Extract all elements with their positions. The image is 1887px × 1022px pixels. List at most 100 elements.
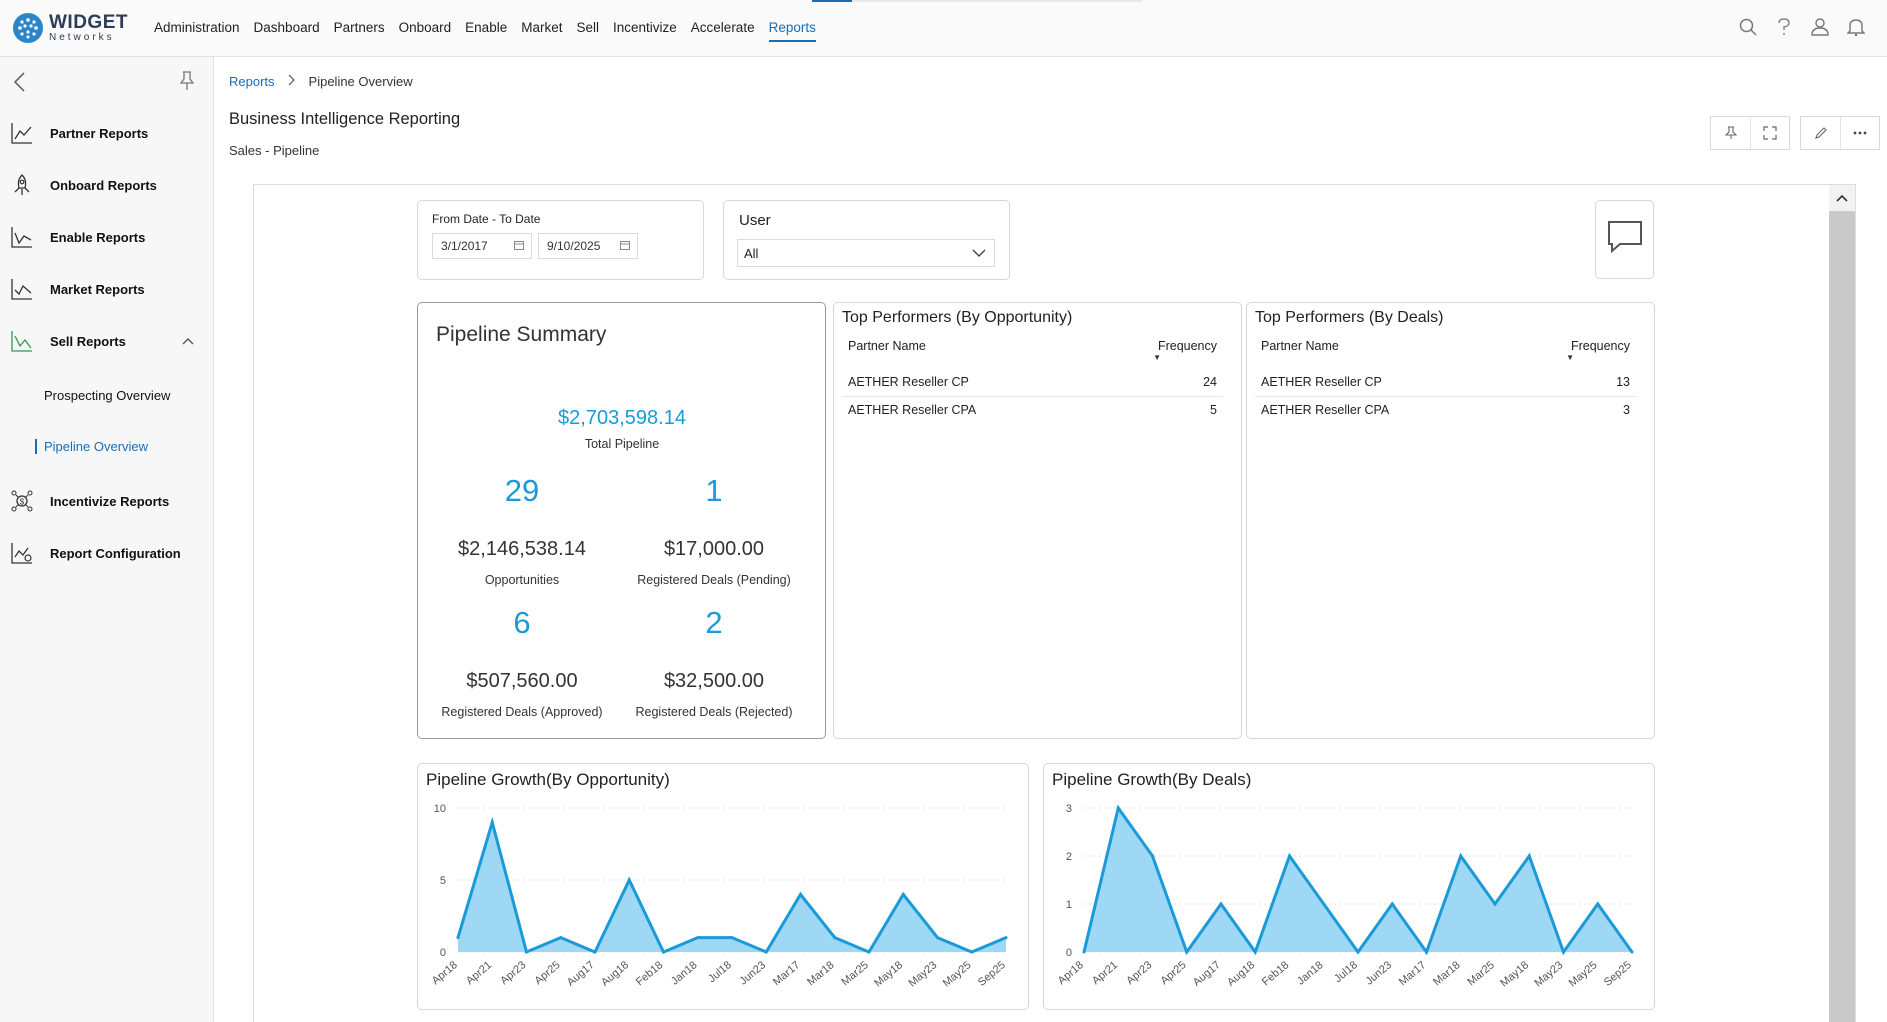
nav-dashboard[interactable]: Dashboard bbox=[253, 20, 320, 35]
breadcrumb-reports-link[interactable]: Reports bbox=[229, 73, 275, 89]
data-point bbox=[1082, 950, 1086, 954]
x-tick-label: Apr21 bbox=[1090, 959, 1120, 987]
column-header-partner-name[interactable]: Partner Name bbox=[1261, 339, 1339, 353]
nav-partners[interactable]: Partners bbox=[333, 20, 385, 35]
fullscreen-icon[interactable] bbox=[1750, 117, 1789, 149]
column-header-partner-name[interactable]: Partner Name bbox=[848, 339, 926, 353]
sidebar-item-partner-reports[interactable]: Partner Reports bbox=[0, 113, 214, 153]
pipeline-summary-card: Pipeline Summary $2,703,598.14 Total Pip… bbox=[417, 302, 826, 739]
area-fill bbox=[458, 822, 1006, 952]
collapse-back-icon[interactable] bbox=[12, 71, 26, 99]
logo[interactable]: WIDGET Networks bbox=[13, 13, 128, 43]
vertical-scrollbar[interactable] bbox=[1829, 185, 1855, 1022]
sidebar-subitem-pipeline-overview[interactable]: Pipeline Overview bbox=[34, 439, 149, 454]
user-filter-card: User All bbox=[723, 200, 1010, 280]
chevron-right-icon bbox=[288, 73, 296, 89]
x-tick-label: Apr21 bbox=[464, 959, 494, 987]
calendar-icon[interactable] bbox=[620, 240, 630, 253]
nav-administration[interactable]: Administration bbox=[154, 20, 240, 35]
comment-icon bbox=[1607, 221, 1642, 258]
to-date-input[interactable]: 9/10/2025 bbox=[538, 233, 638, 259]
pin-icon[interactable] bbox=[179, 71, 195, 96]
sidebar-item-onboard-reports[interactable]: Onboard Reports bbox=[0, 165, 214, 205]
data-point bbox=[1562, 950, 1565, 954]
sidebar-item-market-reports[interactable]: Market Reports bbox=[0, 269, 214, 309]
sidebar: Partner Reports Onboard Reports Enable R… bbox=[0, 57, 214, 1022]
approved-deals-count: 6 bbox=[513, 605, 531, 640]
data-point bbox=[1004, 936, 1008, 940]
data-point bbox=[1459, 854, 1463, 858]
from-date-input[interactable]: 3/1/2017 bbox=[432, 233, 532, 259]
comment-button[interactable] bbox=[1595, 200, 1654, 279]
date-filter-card: From Date - To Date 3/1/2017 9/10/2025 bbox=[417, 200, 704, 280]
sidebar-item-label: Market Reports bbox=[50, 281, 145, 297]
data-point bbox=[1630, 950, 1634, 954]
y-tick-label: 3 bbox=[1066, 803, 1072, 815]
data-point bbox=[1527, 854, 1531, 858]
main-nav: Administration Dashboard Partners Onboar… bbox=[154, 20, 830, 42]
y-tick-label: 0 bbox=[440, 947, 446, 959]
nav-reports[interactable]: Reports bbox=[768, 20, 816, 42]
scroll-up-icon[interactable] bbox=[1829, 185, 1855, 211]
pin-icon[interactable] bbox=[1711, 117, 1750, 149]
column-header-frequency[interactable]: Frequency bbox=[1157, 339, 1217, 353]
pipeline-summary-title: Pipeline Summary bbox=[436, 323, 607, 346]
rejected-deals-label: Registered Deals (Rejected) bbox=[635, 705, 793, 719]
x-tick-label: Mar18 bbox=[1431, 959, 1463, 988]
user-select[interactable]: All bbox=[737, 239, 995, 267]
nav-enable[interactable]: Enable bbox=[465, 20, 508, 35]
help-icon[interactable] bbox=[1773, 16, 1795, 38]
calendar-icon[interactable] bbox=[514, 240, 524, 253]
nav-accelerate[interactable]: Accelerate bbox=[690, 20, 755, 35]
x-tick-label: Apr25 bbox=[1158, 959, 1188, 987]
sidebar-item-label: Sell Reports bbox=[50, 333, 126, 349]
data-point bbox=[593, 950, 597, 954]
sort-desc-icon[interactable]: ▼ bbox=[1566, 353, 1574, 362]
y-tick-label: 0 bbox=[1066, 947, 1072, 959]
data-point bbox=[627, 878, 631, 882]
y-tick-label: 10 bbox=[434, 803, 446, 815]
nav-sell[interactable]: Sell bbox=[576, 20, 599, 35]
column-header-frequency[interactable]: Frequency bbox=[1570, 339, 1630, 353]
sidebar-item-label: Report Configuration bbox=[50, 545, 181, 561]
nav-incentivize[interactable]: Incentivize bbox=[613, 20, 677, 35]
edit-pencil-icon[interactable] bbox=[1801, 117, 1840, 149]
table-row[interactable]: AETHER Reseller CPA 3 bbox=[1255, 397, 1636, 425]
chevron-down-icon bbox=[972, 246, 986, 261]
user-icon[interactable] bbox=[1809, 16, 1831, 38]
money-gear-icon: $ bbox=[10, 489, 34, 513]
nav-market[interactable]: Market bbox=[521, 20, 563, 35]
breadcrumb-current: Pipeline Overview bbox=[308, 73, 413, 89]
nav-onboard[interactable]: Onboard bbox=[398, 20, 452, 35]
chevron-up-icon[interactable] bbox=[182, 334, 194, 348]
x-tick-label: May23 bbox=[1532, 959, 1565, 989]
x-tick-label: Jan18 bbox=[669, 959, 700, 987]
sidebar-item-sell-reports[interactable]: Sell Reports bbox=[0, 321, 214, 361]
rejected-deals-amount: $32,500.00 bbox=[663, 670, 765, 692]
loading-bar bbox=[812, 0, 1142, 2]
table-row[interactable]: AETHER Reseller CP 24 bbox=[842, 369, 1223, 397]
x-tick-label: Jun23 bbox=[737, 959, 768, 987]
x-tick-label: Sep25 bbox=[976, 959, 1008, 989]
pending-deals-amount: $17,000.00 bbox=[663, 538, 765, 560]
x-tick-label: Jul18 bbox=[1332, 959, 1360, 985]
more-options-icon[interactable] bbox=[1840, 117, 1879, 149]
search-icon[interactable] bbox=[1737, 16, 1759, 38]
bell-icon[interactable] bbox=[1845, 16, 1867, 38]
sidebar-subitem-prospecting-overview[interactable]: Prospecting Overview bbox=[44, 388, 171, 403]
sort-desc-icon[interactable]: ▼ bbox=[1153, 353, 1161, 362]
frequency-cell: 5 bbox=[1210, 403, 1217, 417]
pending-deals-label: Registered Deals (Pending) bbox=[637, 573, 791, 587]
table-row[interactable]: AETHER Reseller CPA 5 bbox=[842, 397, 1223, 425]
sidebar-item-report-configuration[interactable]: Report Configuration bbox=[0, 533, 214, 573]
view-toolbar bbox=[1710, 116, 1790, 150]
data-point bbox=[559, 936, 563, 940]
sidebar-item-enable-reports[interactable]: Enable Reports bbox=[0, 217, 214, 257]
sidebar-item-incentivize-reports[interactable]: $ Incentivize Reports bbox=[0, 481, 214, 521]
sidebar-item-label: Incentivize Reports bbox=[50, 493, 170, 509]
data-point bbox=[970, 950, 974, 954]
user-filter-label: User bbox=[739, 212, 771, 229]
user-select-value: All bbox=[744, 245, 759, 261]
table-row[interactable]: AETHER Reseller CP 13 bbox=[1255, 369, 1636, 397]
